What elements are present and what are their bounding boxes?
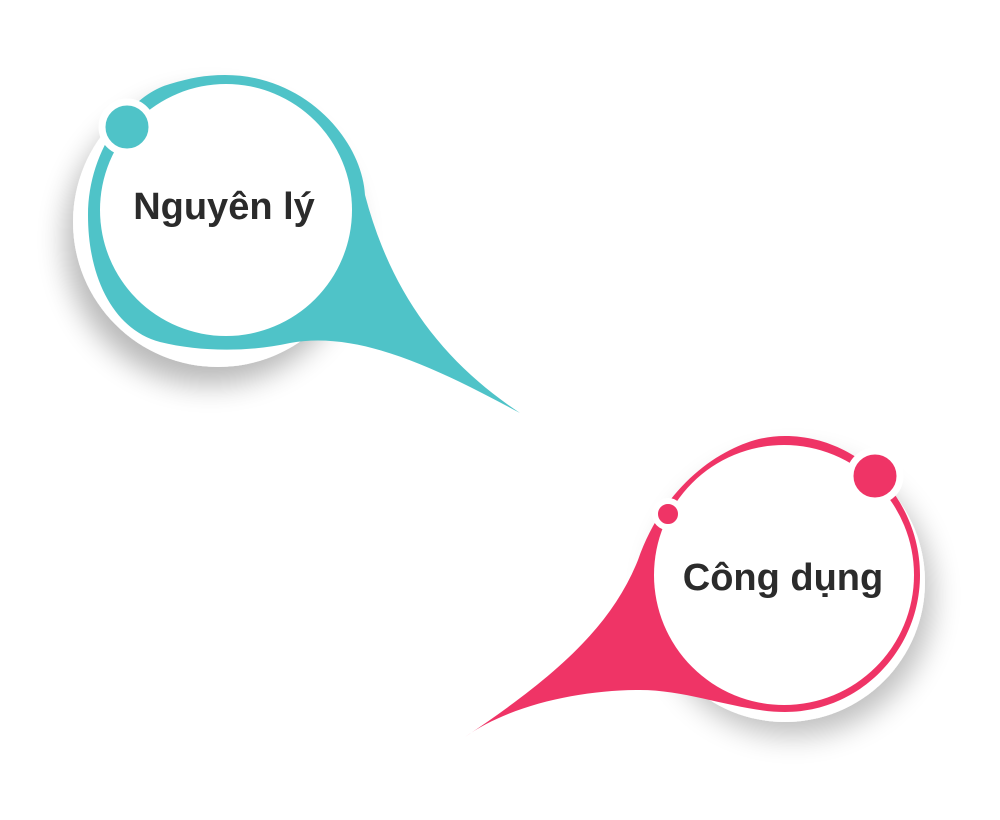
bubble-cong-dung-dot-large (846, 447, 904, 505)
bubble-cong-dung-label: Công dụng (683, 557, 883, 599)
bubble-cong-dung-dot-small (652, 498, 684, 530)
bubble-nguyen-ly-dot (98, 98, 156, 156)
bubble-cong-dung: Công dụng (465, 436, 925, 737)
bubble-nguyen-ly-label: Nguyên lý (133, 186, 315, 228)
bubble-nguyen-ly: Nguyên lý (73, 75, 520, 413)
bubble-nguyen-ly-inner (100, 84, 352, 336)
bubble-cong-dung-inner (654, 445, 914, 705)
